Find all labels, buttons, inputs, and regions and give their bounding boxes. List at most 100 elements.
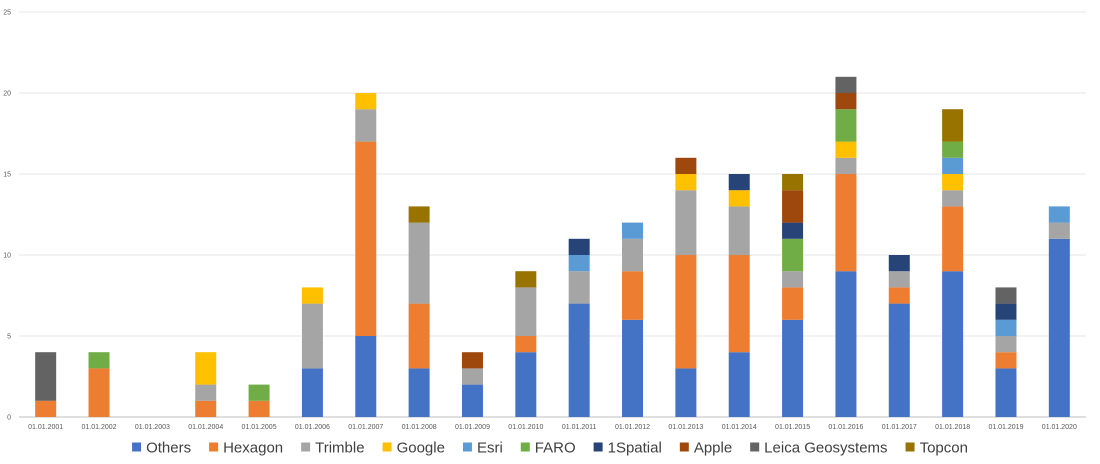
y-tick-label: 0 — [7, 415, 11, 422]
bar-segment-google — [835, 141, 857, 158]
bar-segment-trimble — [568, 271, 590, 304]
bar-segment-1spatial — [888, 255, 910, 272]
bar-segment-esri — [622, 222, 644, 239]
bar-segment-hexagon — [782, 287, 804, 320]
bar-segment-hexagon — [248, 400, 270, 417]
x-tick-label: 01.01.2015 — [775, 424, 810, 431]
bar-segment-faro — [88, 352, 110, 369]
legend-label: Apple — [694, 440, 732, 457]
legend-label: Hexagon — [223, 440, 283, 457]
x-tick-label: 01.01.2004 — [188, 424, 223, 431]
x-tick-label: 01.01.2019 — [988, 424, 1023, 431]
legend-swatch — [301, 442, 311, 452]
bar-segment-hexagon — [88, 368, 110, 417]
bar-segment-others — [835, 271, 857, 417]
bar-segment-hexagon — [888, 287, 910, 304]
legend-label: Others — [146, 440, 191, 457]
bar-segment-leica-geosystems — [35, 352, 57, 401]
y-tick-label: 25 — [3, 10, 11, 17]
bar-segment-others — [355, 336, 377, 417]
legend-label: 1Spatial — [608, 440, 662, 457]
bar-segment-topcon — [782, 174, 804, 191]
legend-swatch — [593, 442, 603, 452]
bar-segment-hexagon — [515, 336, 537, 353]
bar-segment-trimble — [195, 384, 217, 401]
legend-swatch — [750, 442, 760, 452]
bar-segment-hexagon — [195, 400, 217, 417]
bar-segment-google — [301, 287, 323, 304]
x-tick-label: 01.01.2017 — [882, 424, 917, 431]
legend-item-topcon: Topcon — [905, 440, 968, 457]
bar-segment-hexagon — [355, 141, 377, 336]
bar-segment-others — [782, 319, 804, 417]
bar-segment-1spatial — [995, 303, 1017, 320]
bar-segment-esri — [995, 319, 1017, 336]
bar-segment-esri — [942, 157, 964, 174]
bar-segment-topcon — [942, 109, 964, 142]
legend-swatch — [679, 442, 689, 452]
bar-segment-others — [622, 319, 644, 417]
x-tick-label: 01.01.2002 — [82, 424, 117, 431]
axes: 0 5 10 15 20 25 01.01.2001 01.01.2002 01.01.2003… — [3, 10, 1077, 432]
y-tick-label: 10 — [3, 253, 11, 260]
legend-swatch — [905, 442, 915, 452]
legend-item-google: Google — [382, 440, 445, 457]
x-tick-label: 01.01.2018 — [935, 424, 970, 431]
bar-segment-faro — [782, 238, 804, 272]
bar-segment-faro — [942, 141, 964, 158]
bar-segment-hexagon — [35, 400, 57, 417]
legend-swatch — [132, 442, 142, 452]
legend-swatch — [209, 442, 219, 452]
legend: Others Hexagon Trimble Google Esri FARO 1Spati… — [132, 440, 968, 457]
legend-item-trimble: Trimble — [301, 440, 365, 457]
bar-segment-others — [408, 368, 430, 417]
bar-segment-faro — [835, 109, 857, 142]
x-tick-label: 01.01.2013 — [668, 424, 703, 431]
bar-segment-leica-geosystems — [995, 287, 1017, 304]
legend-item-hexagon: Hexagon — [209, 440, 283, 457]
bar-segment-trimble — [995, 336, 1017, 353]
x-tick-label: 01.01.2008 — [402, 424, 437, 431]
legend-item-1spatial: 1Spatial — [593, 440, 662, 457]
bar-segment-faro — [248, 384, 270, 401]
bar-segment-topcon — [408, 206, 430, 223]
bar-segment-trimble — [301, 303, 323, 369]
bar-segment-1spatial — [568, 238, 590, 255]
bar-segment-hexagon — [835, 174, 857, 272]
legend-label: Topcon — [920, 440, 968, 457]
legend-item-leica-geosystems: Leica Geosystems — [750, 440, 888, 457]
x-tick-label: 01.01.2016 — [828, 424, 863, 431]
legend-label: Leica Geosystems — [764, 440, 887, 457]
x-tick-label: 01.01.2001 — [28, 424, 63, 431]
y-tick-label: 20 — [3, 91, 11, 98]
bar-segment-others — [301, 368, 323, 417]
legend-label: FARO — [535, 440, 576, 457]
bar-segment-hexagon — [995, 352, 1017, 369]
bar-segment-others — [728, 352, 750, 417]
bar-segment-google — [195, 352, 217, 385]
bar-segment-esri — [568, 255, 590, 272]
bar-segment-apple — [461, 352, 483, 369]
bar-segment-trimble — [675, 190, 697, 255]
bar-segment-hexagon — [622, 271, 644, 320]
bar-segment-trimble — [461, 368, 483, 385]
bar-segment-others — [1048, 238, 1070, 417]
bar-segment-hexagon — [408, 303, 430, 369]
y-tick-label: 15 — [3, 172, 11, 179]
bar-segment-apple — [675, 157, 697, 174]
bar-segment-hexagon — [942, 206, 964, 272]
bar-segment-others — [568, 303, 590, 417]
bar-segment-trimble — [622, 238, 644, 272]
bar-segment-google — [728, 190, 750, 207]
bar-segment-esri — [1048, 206, 1070, 223]
bar-segment-google — [942, 174, 964, 191]
y-tick-label: 5 — [7, 334, 11, 341]
x-tick-label: 01.01.2012 — [615, 424, 650, 431]
legend-item-esri: Esri — [462, 440, 503, 457]
legend-swatch — [382, 442, 392, 452]
bar-segment-apple — [835, 93, 857, 110]
legend-swatch — [520, 442, 530, 452]
legend-label: Esri — [477, 440, 503, 457]
bar-segment-others — [888, 303, 910, 417]
